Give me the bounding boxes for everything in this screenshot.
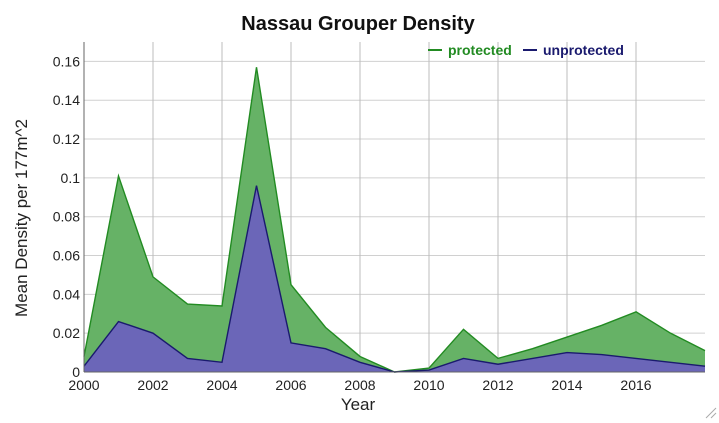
legend[interactable]: protected unprotected	[428, 42, 624, 58]
y-tick-label: 0.12	[53, 131, 80, 147]
legend-label: protected	[448, 42, 512, 58]
y-tick-label: 0.14	[53, 92, 80, 108]
y-tick-label: 0.16	[53, 53, 80, 69]
y-tick-label: 0	[72, 364, 80, 380]
legend-item-unprotected[interactable]: unprotected	[523, 42, 624, 58]
x-axis-label: Year	[341, 395, 376, 414]
x-tick-label: 2008	[344, 377, 375, 393]
tick-labels: 0 0.02 0.04 0.06 0.08 0.1 0.12 0.14 0.16 2000 2002…	[53, 53, 652, 393]
y-axis-label: Mean Density per 177m^2	[12, 119, 31, 317]
x-tick-label: 2014	[551, 377, 582, 393]
legend-item-protected[interactable]: protected	[428, 42, 512, 58]
legend-label: unprotected	[543, 42, 624, 58]
x-tick-label: 2016	[620, 377, 651, 393]
x-tick-label: 2002	[137, 377, 168, 393]
x-tick-label: 2010	[413, 377, 444, 393]
y-tick-label: 0.02	[53, 325, 80, 341]
series-area-protected[interactable]	[84, 67, 705, 373]
x-tick-label: 2000	[68, 377, 99, 393]
chart-title: Nassau Grouper Density	[241, 13, 475, 35]
resize-handle-icon[interactable]	[705, 407, 717, 419]
x-tick-label: 2004	[206, 377, 237, 393]
y-tick-label: 0.08	[53, 209, 80, 225]
axes	[83, 42, 705, 373]
x-tick-label: 2006	[275, 377, 306, 393]
grid	[83, 42, 705, 373]
y-tick-label: 0.1	[61, 170, 81, 186]
area-layer	[83, 67, 706, 373]
series-area-unprotected[interactable]	[84, 185, 705, 372]
x-tick-label: 2012	[482, 377, 513, 393]
y-tick-label: 0.04	[53, 286, 80, 302]
y-tick-label: 0.06	[53, 248, 80, 264]
